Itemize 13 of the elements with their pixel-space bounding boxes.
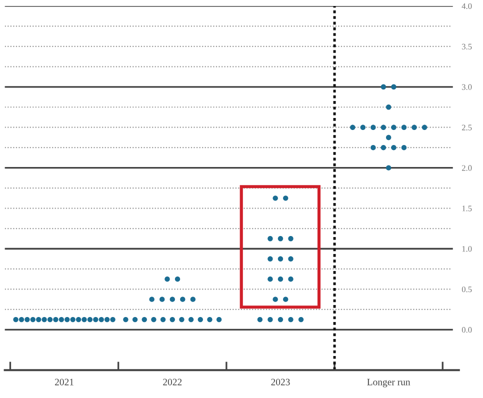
x-tick-label: 2022 — [163, 378, 182, 386]
y-tick-label: 1.0 — [462, 246, 472, 252]
y-tick-label: 1.5 — [462, 206, 472, 212]
y-tick-label: 0.5 — [462, 286, 472, 292]
y-tick-label: 2.0 — [462, 165, 472, 171]
y-tick-label: 3.0 — [462, 84, 472, 90]
x-tick-label: 2021 — [54, 378, 74, 386]
y-tick-label: 2.5 — [462, 124, 472, 130]
y-tick-label: 0.0 — [462, 327, 472, 333]
y-tick-label: 3.5 — [462, 44, 472, 50]
x-tick-label: 2023 — [271, 378, 290, 386]
x-tick-label: Longer run — [367, 378, 410, 388]
y-tick-label: 4.0 — [462, 3, 472, 9]
